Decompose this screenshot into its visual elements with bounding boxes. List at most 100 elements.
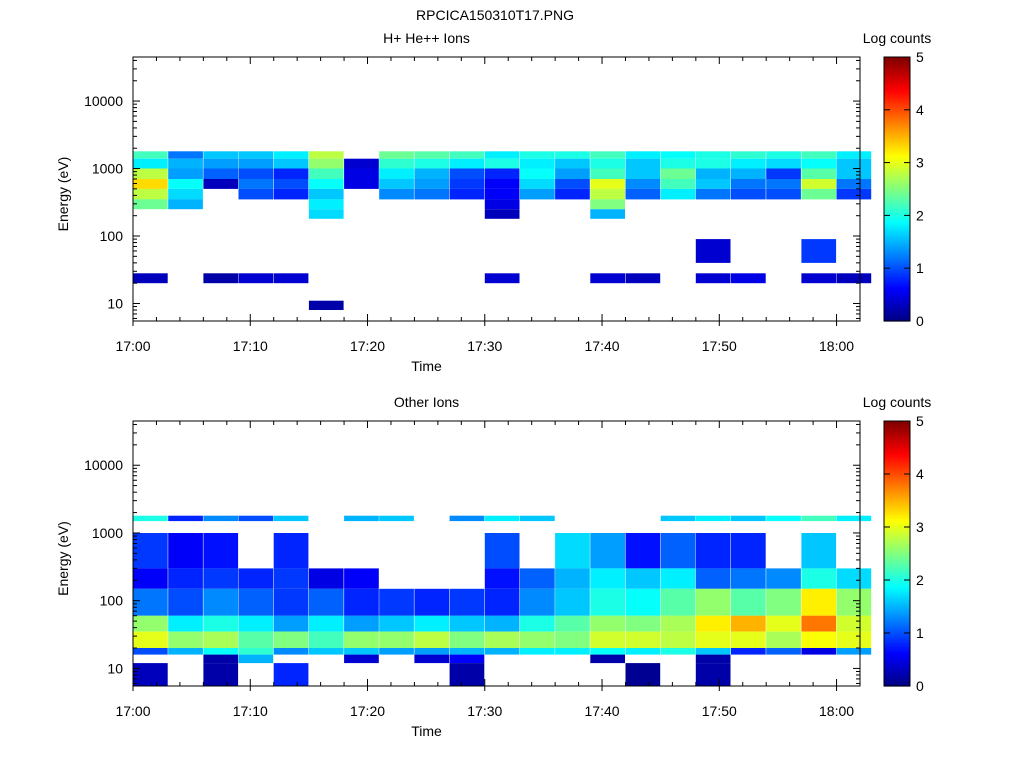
heatmap-cell — [836, 588, 872, 616]
heatmap-cell — [344, 588, 379, 616]
heatmap-cell — [379, 648, 414, 655]
colorbar-segment — [884, 568, 910, 572]
heatmap-cell — [695, 615, 731, 632]
heatmap-cell — [660, 588, 696, 616]
colorbar-segment — [884, 252, 910, 256]
heatmap-cell — [625, 615, 661, 632]
colorbar-segment — [884, 469, 910, 473]
heatmap-cell — [731, 515, 766, 522]
colorbar-segment — [884, 434, 910, 438]
colorbar-segment — [884, 283, 910, 287]
heatmap-cell — [555, 188, 590, 200]
heatmap-cell — [273, 273, 309, 284]
heatmap-cell — [203, 151, 239, 159]
heatmap-cell — [625, 158, 661, 169]
colorbar-segment — [884, 683, 910, 687]
heatmap-cell — [660, 515, 696, 522]
heatmap-cell — [273, 588, 309, 616]
heatmap-cell — [801, 533, 837, 569]
colorbar-tick-label: 0 — [916, 313, 924, 329]
colorbar-segment — [884, 134, 910, 137]
colorbar-segment — [884, 233, 910, 236]
y-tick-label: 10 — [107, 295, 123, 311]
heatmap-cell — [660, 188, 696, 200]
heatmap-cell — [344, 648, 379, 655]
colorbar-segment — [884, 105, 910, 109]
x-tick-label: 17:20 — [350, 703, 385, 719]
heatmap-cell — [308, 188, 344, 200]
colorbar-segment — [884, 114, 910, 117]
colorbar-segment — [884, 184, 910, 188]
colorbar-segment — [884, 305, 910, 309]
y-axis-label: Energy (eV) — [55, 157, 71, 232]
colorbar-segment — [884, 491, 910, 495]
colorbar-segment — [884, 480, 910, 484]
colorbar-segment — [884, 178, 910, 181]
heatmap-cell — [555, 533, 590, 569]
colorbar-segment — [884, 288, 910, 291]
heatmap-cell — [731, 533, 766, 569]
colorbar-segment — [884, 61, 910, 65]
heatmap-cell — [133, 615, 168, 632]
heatmap-cell — [133, 533, 168, 569]
colorbar-segment — [884, 522, 910, 526]
colorbar-segment — [884, 94, 910, 98]
heatmap-cell — [344, 515, 379, 522]
heatmap-cell — [203, 588, 239, 616]
heatmap-cell — [766, 179, 801, 189]
heatmap-cell — [766, 588, 801, 616]
heatmap-cell — [520, 179, 555, 189]
colorbar-tick-label: 1 — [916, 625, 924, 641]
colorbar-segment — [884, 131, 910, 135]
heatmap-cell — [625, 588, 661, 616]
colorbar-segment — [884, 520, 910, 524]
heatmap-cell — [379, 588, 414, 616]
colorbar-segment — [884, 167, 910, 170]
heatmap-cell — [203, 168, 239, 179]
heatmap-cell — [801, 588, 837, 616]
heatmap-cell — [731, 568, 766, 589]
colorbar-segment — [884, 663, 910, 667]
heatmap-cell — [168, 179, 203, 189]
colorbar-segment — [884, 557, 910, 561]
colorbar-segment — [884, 136, 910, 139]
colorbar-segment — [884, 169, 910, 172]
colorbar-segment — [884, 316, 910, 320]
colorbar-segment — [884, 72, 910, 76]
heatmap-cell — [484, 151, 520, 159]
colorbar-segment — [884, 164, 910, 168]
heatmap-cell — [203, 648, 239, 655]
colorbar-segment — [884, 648, 910, 652]
colorbar-segment — [884, 451, 910, 455]
heatmap-cell — [836, 168, 872, 179]
heatmap-cell — [484, 631, 520, 649]
colorbar-segment — [884, 652, 910, 656]
heatmap-cell — [555, 568, 590, 589]
heatmap-cell — [695, 273, 731, 284]
colorbar-segment — [884, 261, 910, 265]
colorbar-segment — [884, 423, 910, 427]
x-tick-label: 17:00 — [115, 703, 150, 719]
colorbar-segment — [884, 617, 910, 621]
x-tick-label: 17:50 — [702, 703, 737, 719]
heatmap-cell — [555, 631, 590, 649]
heatmap-cells — [133, 515, 872, 686]
heatmap-cell — [449, 179, 485, 189]
heatmap-cell — [484, 168, 520, 179]
heatmap-cell — [731, 648, 766, 655]
heatmap-cell — [555, 615, 590, 632]
heatmap-cell — [484, 188, 520, 200]
colorbar-segment — [884, 659, 910, 663]
heatmap-cell — [168, 168, 203, 179]
heatmap-cell — [590, 209, 625, 219]
heatmap-cell — [203, 663, 239, 686]
colorbar-segment — [884, 202, 910, 205]
colorbar-segment — [884, 83, 910, 87]
colorbar-segment — [884, 670, 910, 674]
colorbar-segment — [884, 193, 910, 197]
heatmap-cell — [731, 631, 766, 649]
heatmap-cell — [203, 533, 239, 569]
y-tick-label: 1000 — [92, 525, 123, 541]
colorbar-segment — [884, 613, 910, 616]
heatmap-cell — [238, 515, 274, 522]
